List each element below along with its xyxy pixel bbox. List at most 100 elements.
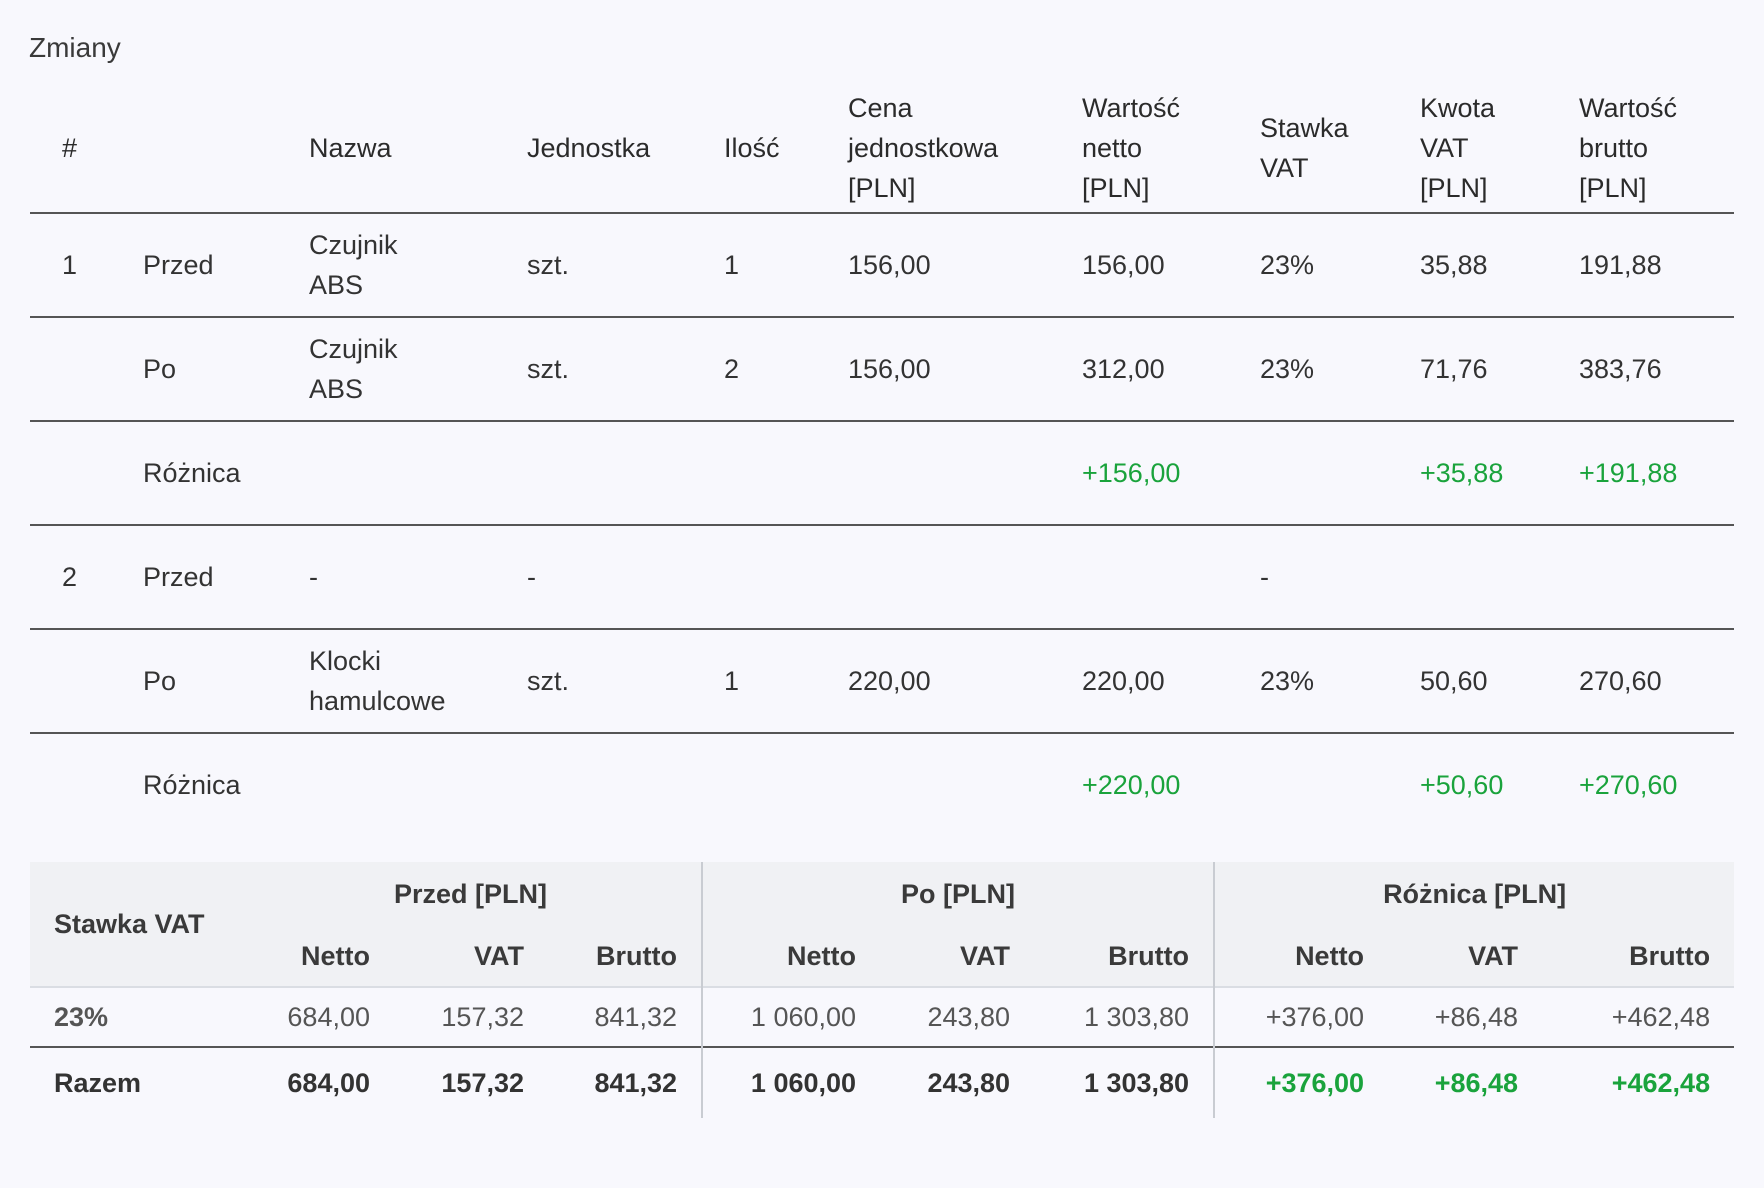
row-gross-value: 191,88 bbox=[1579, 213, 1734, 318]
summary-diff-vat-header: VAT bbox=[1468, 940, 1519, 971]
summary-total-before-netto: 684,00 bbox=[240, 1046, 394, 1118]
row-gross-value: +270,60 bbox=[1579, 770, 1678, 800]
row-gross-value: 383,76 bbox=[1579, 317, 1734, 422]
table-row-difference: Różnica +156,00 +35,88 +191,88 bbox=[30, 421, 1734, 526]
summary-after-netto: 1 060,00 bbox=[701, 986, 881, 1047]
summary-total-row: Razem 684,00 157,32 841,32 1 060,00 243,… bbox=[30, 1046, 1735, 1118]
summary-before-netto: 684,00 bbox=[240, 986, 394, 1047]
summary-before-vat: 157,32 bbox=[394, 986, 548, 1047]
row-name bbox=[309, 421, 527, 526]
row-quantity bbox=[724, 733, 848, 836]
row-vat-rate: - bbox=[1260, 525, 1420, 630]
row-net-value: 312,00 bbox=[1082, 317, 1260, 422]
row-state: Przed bbox=[143, 213, 309, 318]
row-gross-value bbox=[1579, 525, 1734, 630]
changes-header-row: # Nazwa Jednostka Ilość Cena jednostkowa… bbox=[30, 82, 1734, 214]
summary-total-after-brutto: 1 303,80 bbox=[1034, 1046, 1215, 1118]
col-header-name: Nazwa bbox=[309, 82, 527, 214]
row-vat-rate: 23% bbox=[1260, 213, 1420, 318]
col-header-net-value: Wartość netto [PLN] bbox=[1082, 82, 1260, 214]
row-net-value bbox=[1082, 525, 1260, 630]
row-number bbox=[30, 733, 143, 836]
summary-total-before-vat: 157,32 bbox=[394, 1046, 548, 1118]
summary-total-after-netto: 1 060,00 bbox=[701, 1046, 881, 1118]
summary-diff-netto: +376,00 bbox=[1213, 986, 1389, 1047]
summary-before-brutto-header: Brutto bbox=[596, 940, 678, 971]
row-vat-amount: 50,60 bbox=[1420, 629, 1579, 734]
row-state: Po bbox=[143, 629, 309, 734]
row-state: Po bbox=[143, 317, 309, 422]
summary-after-netto-header: Netto bbox=[701, 926, 881, 987]
col-header-quantity: Ilość bbox=[724, 82, 848, 214]
row-vat-rate: 23% bbox=[1260, 317, 1420, 422]
row-unit: szt. bbox=[527, 629, 724, 734]
summary-diff-vat: +86,48 bbox=[1388, 986, 1543, 1047]
row-unit-price: 220,00 bbox=[848, 629, 1082, 734]
row-net-value: +156,00 bbox=[1082, 421, 1260, 526]
row-unit: szt. bbox=[527, 213, 724, 318]
col-header-state bbox=[143, 82, 309, 214]
summary-total-label: Razem bbox=[30, 1046, 240, 1118]
row-number bbox=[30, 317, 143, 422]
row-unit-price: 156,00 bbox=[848, 317, 1082, 422]
col-header-vat-rate: Stawka VAT bbox=[1260, 82, 1420, 214]
summary-sub-header-row: Netto VAT Brutto Netto VAT Brutto Netto … bbox=[30, 926, 1735, 987]
row-unit-price: 156,00 bbox=[848, 213, 1082, 318]
row-unit-price bbox=[848, 421, 1082, 526]
row-net-value: 220,00 bbox=[1082, 629, 1260, 734]
row-unit: szt. bbox=[527, 317, 724, 422]
summary-diff-brutto-header: Brutto bbox=[1629, 940, 1711, 971]
summary-after-brutto: 1 303,80 bbox=[1034, 986, 1215, 1047]
row-quantity: 1 bbox=[724, 629, 848, 734]
row-vat-rate bbox=[1260, 733, 1420, 836]
summary-total-diff-brutto: +462,48 bbox=[1542, 1046, 1735, 1118]
vat-summary-table: Stawka VAT Przed [PLN] Po [PLN] Różnica … bbox=[30, 862, 1735, 1118]
row-vat-amount: +50,60 bbox=[1420, 770, 1504, 800]
row-unit-price bbox=[848, 733, 1082, 836]
summary-group-before: Przed [PLN] bbox=[394, 878, 548, 909]
row-vat-rate: 23% bbox=[1260, 629, 1420, 734]
row-quantity bbox=[724, 525, 848, 630]
row-net-value: +220,00 bbox=[1082, 770, 1181, 800]
table-row: Po Czujnik ABS szt. 2 156,00 312,00 23% 7… bbox=[30, 317, 1734, 422]
summary-total-after-vat: 243,80 bbox=[880, 1046, 1035, 1118]
col-header-unit: Jednostka bbox=[527, 82, 724, 214]
summary-after-vat: 243,80 bbox=[880, 986, 1035, 1047]
summary-before-vat-header: VAT bbox=[474, 940, 524, 971]
summary-vat-rate-header: Stawka VAT bbox=[54, 908, 205, 939]
summary-total-diff-netto: +376,00 bbox=[1213, 1046, 1389, 1118]
table-row-difference: Różnica +220,00 +50,60 +270,60 bbox=[30, 733, 1734, 836]
summary-diff-brutto: +462,48 bbox=[1542, 986, 1735, 1047]
row-vat-amount: 35,88 bbox=[1420, 213, 1579, 318]
row-vat-amount bbox=[1420, 525, 1579, 630]
row-number: 2 bbox=[30, 525, 143, 630]
summary-total-before-brutto: 841,32 bbox=[548, 1046, 703, 1118]
table-row: 2 Przed - - - bbox=[30, 525, 1734, 630]
col-header-number: # bbox=[30, 82, 143, 214]
row-vat-amount: 71,76 bbox=[1420, 317, 1579, 422]
changes-table: # Nazwa Jednostka Ilość Cena jednostkowa… bbox=[30, 82, 1734, 836]
summary-after-brutto-header: Brutto bbox=[1108, 940, 1190, 971]
row-number bbox=[30, 421, 143, 526]
summary-before-netto-header: Netto bbox=[301, 940, 370, 971]
row-gross-value: +191,88 bbox=[1579, 421, 1734, 526]
row-quantity: 2 bbox=[724, 317, 848, 422]
row-unit bbox=[527, 733, 724, 836]
col-header-gross-value: Wartość brutto [PLN] bbox=[1579, 82, 1734, 214]
summary-total-diff-vat: +86,48 bbox=[1388, 1046, 1543, 1118]
table-row: 1 Przed Czujnik ABS szt. 1 156,00 156,00 … bbox=[30, 213, 1734, 318]
row-gross-value: 270,60 bbox=[1579, 629, 1734, 734]
col-header-vat-amount: Kwota VAT [PLN] bbox=[1420, 82, 1579, 214]
row-unit bbox=[527, 421, 724, 526]
row-state: Różnica bbox=[143, 770, 241, 800]
row-number: 1 bbox=[30, 213, 143, 318]
row-name: - bbox=[309, 525, 527, 630]
row-quantity: 1 bbox=[724, 213, 848, 318]
summary-group-difference: Różnica [PLN] bbox=[1213, 862, 1735, 926]
section-title: Zmiany bbox=[29, 32, 121, 63]
row-name: Czujnik ABS bbox=[309, 213, 527, 318]
summary-group-header-row: Stawka VAT Przed [PLN] Po [PLN] Różnica … bbox=[30, 862, 1735, 939]
row-name: Klocki hamulcowe bbox=[309, 629, 527, 734]
row-state: Różnica bbox=[143, 421, 309, 526]
table-row: Po Klocki hamulcowe szt. 1 220,00 220,00 … bbox=[30, 629, 1734, 734]
